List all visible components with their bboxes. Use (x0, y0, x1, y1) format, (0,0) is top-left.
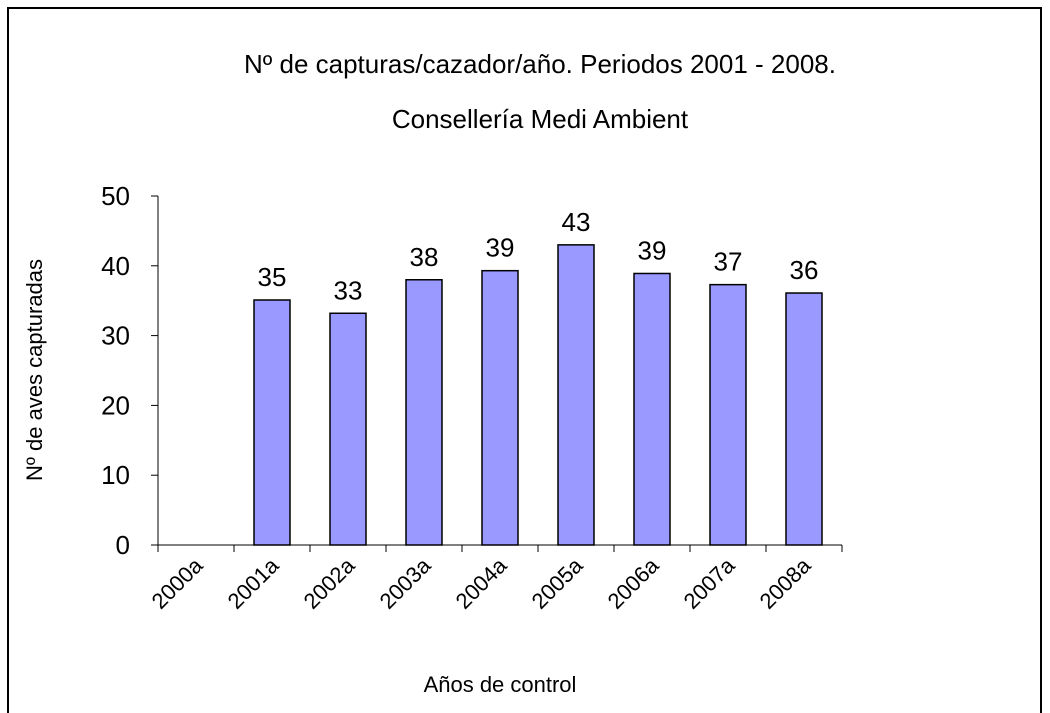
bar (633, 272, 671, 546)
value-label: 37 (714, 247, 743, 277)
value-label: 35 (258, 262, 287, 292)
value-label: 38 (410, 242, 439, 272)
y-tick-label: 10 (101, 460, 130, 490)
x-axis-title: Años de control (424, 672, 577, 697)
value-label: 39 (486, 233, 515, 263)
y-tick-label: 40 (101, 251, 130, 281)
chart-title: Nº de capturas/cazador/año. Periodos 200… (244, 49, 836, 79)
value-label: 39 (638, 235, 667, 265)
bar (481, 269, 519, 546)
value-label: 33 (334, 275, 363, 305)
y-axis-title: Nº de aves capturadas (22, 259, 47, 481)
chart-subtitle: Consellería Medi Ambient (392, 104, 689, 134)
bar (329, 312, 367, 546)
bar (405, 279, 443, 546)
y-tick-label: 50 (101, 181, 130, 211)
y-tick-label: 30 (101, 321, 130, 351)
bar (253, 299, 291, 546)
y-tick-label: 20 (101, 390, 130, 420)
value-label: 43 (562, 207, 591, 237)
bar (785, 292, 823, 546)
bar (709, 283, 747, 546)
bar (557, 244, 595, 546)
y-tick-label: 0 (116, 530, 130, 560)
chart-frame (7, 7, 1042, 713)
value-label: 36 (790, 255, 819, 285)
